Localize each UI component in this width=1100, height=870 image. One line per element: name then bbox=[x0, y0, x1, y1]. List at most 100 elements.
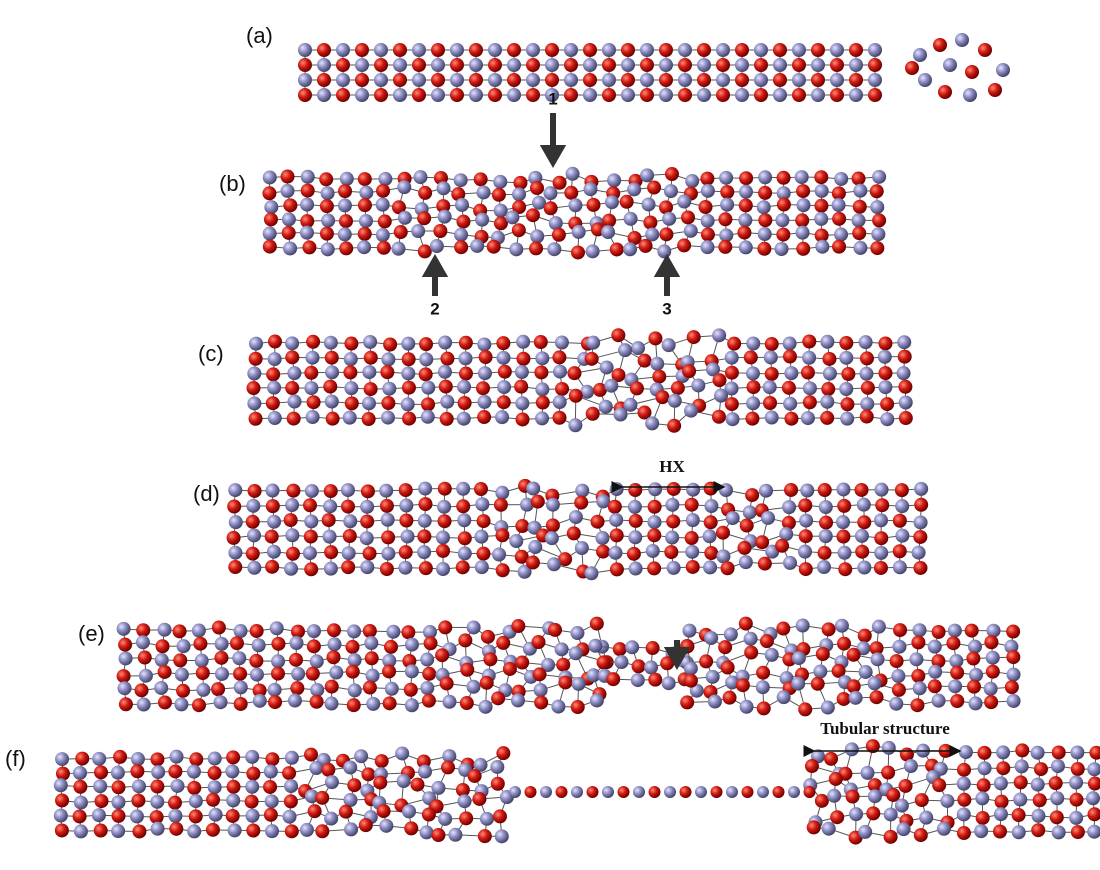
atom bbox=[1071, 762, 1085, 776]
atom bbox=[355, 88, 369, 102]
atom bbox=[495, 829, 509, 843]
atom bbox=[821, 382, 835, 396]
panel-label: (b) bbox=[219, 171, 246, 196]
atom bbox=[631, 341, 645, 355]
atom bbox=[411, 224, 425, 238]
atom bbox=[701, 184, 715, 198]
atom bbox=[716, 73, 730, 87]
atom bbox=[284, 779, 298, 793]
atom bbox=[247, 366, 261, 380]
atom bbox=[832, 212, 846, 226]
atom bbox=[268, 683, 282, 697]
atom bbox=[814, 199, 828, 213]
atom bbox=[572, 677, 586, 691]
atom bbox=[515, 519, 529, 533]
atom bbox=[665, 167, 679, 181]
atom bbox=[175, 668, 189, 682]
atom bbox=[246, 547, 260, 561]
atom bbox=[547, 242, 561, 256]
atom bbox=[829, 772, 843, 786]
figure: (a) (b) (c) (d) (e) (f) 1 2 3 HX Tubular… bbox=[0, 0, 1100, 870]
atom bbox=[366, 697, 380, 711]
atom bbox=[697, 88, 711, 102]
atom bbox=[994, 807, 1008, 821]
atom bbox=[721, 661, 735, 675]
atom bbox=[830, 58, 844, 72]
atom bbox=[898, 350, 912, 364]
atom bbox=[571, 245, 585, 259]
atom bbox=[253, 694, 267, 708]
atom bbox=[1069, 811, 1083, 825]
atom bbox=[111, 780, 125, 794]
atom bbox=[168, 809, 182, 823]
atom bbox=[347, 624, 361, 638]
atom bbox=[516, 352, 530, 366]
atom bbox=[614, 655, 628, 669]
atom bbox=[791, 677, 805, 691]
atom bbox=[413, 170, 427, 184]
atom bbox=[509, 242, 523, 256]
atom bbox=[264, 765, 278, 779]
atom bbox=[491, 777, 505, 791]
atom bbox=[304, 562, 318, 576]
atom bbox=[346, 665, 360, 679]
atom bbox=[362, 412, 376, 426]
atom bbox=[874, 546, 888, 560]
atom bbox=[440, 352, 454, 366]
atom bbox=[823, 366, 837, 380]
atom bbox=[264, 212, 278, 226]
atom bbox=[338, 227, 352, 241]
atom bbox=[496, 636, 510, 650]
atom bbox=[374, 43, 388, 57]
atom bbox=[758, 227, 772, 241]
atom bbox=[558, 675, 572, 689]
atom bbox=[398, 561, 412, 575]
atom bbox=[648, 500, 662, 514]
atom bbox=[187, 765, 201, 779]
atom bbox=[246, 824, 260, 838]
atom bbox=[628, 530, 642, 544]
atom bbox=[773, 88, 787, 102]
atom bbox=[401, 397, 415, 411]
atom bbox=[526, 482, 540, 496]
atom bbox=[374, 73, 388, 87]
atom bbox=[291, 667, 305, 681]
atom bbox=[324, 545, 338, 559]
atom bbox=[325, 680, 339, 694]
atom bbox=[285, 824, 299, 838]
atom bbox=[571, 700, 585, 714]
atom bbox=[640, 43, 654, 57]
atom bbox=[298, 43, 312, 57]
atom bbox=[458, 546, 472, 560]
atom bbox=[284, 794, 298, 808]
atom bbox=[765, 337, 779, 351]
atom bbox=[849, 58, 863, 72]
arrow bbox=[659, 260, 675, 296]
atom bbox=[546, 518, 560, 532]
atom bbox=[385, 682, 399, 696]
atom bbox=[697, 43, 711, 57]
atom bbox=[726, 511, 740, 525]
atom bbox=[263, 227, 277, 241]
atom bbox=[458, 351, 472, 365]
atom bbox=[601, 225, 615, 239]
atom bbox=[516, 412, 530, 426]
atom bbox=[1087, 807, 1100, 821]
atom bbox=[664, 184, 678, 198]
atom bbox=[647, 561, 661, 575]
atom bbox=[364, 351, 378, 365]
atom bbox=[380, 562, 394, 576]
atom bbox=[818, 483, 832, 497]
atom bbox=[321, 214, 335, 228]
atom bbox=[526, 43, 540, 57]
atom bbox=[800, 483, 814, 497]
atom bbox=[645, 416, 659, 430]
atom bbox=[963, 88, 977, 102]
atom bbox=[247, 396, 261, 410]
atom bbox=[976, 811, 990, 825]
atom bbox=[421, 397, 435, 411]
atom bbox=[777, 690, 791, 704]
atom bbox=[454, 173, 468, 187]
atom bbox=[911, 635, 925, 649]
annotation: HX bbox=[659, 457, 685, 476]
